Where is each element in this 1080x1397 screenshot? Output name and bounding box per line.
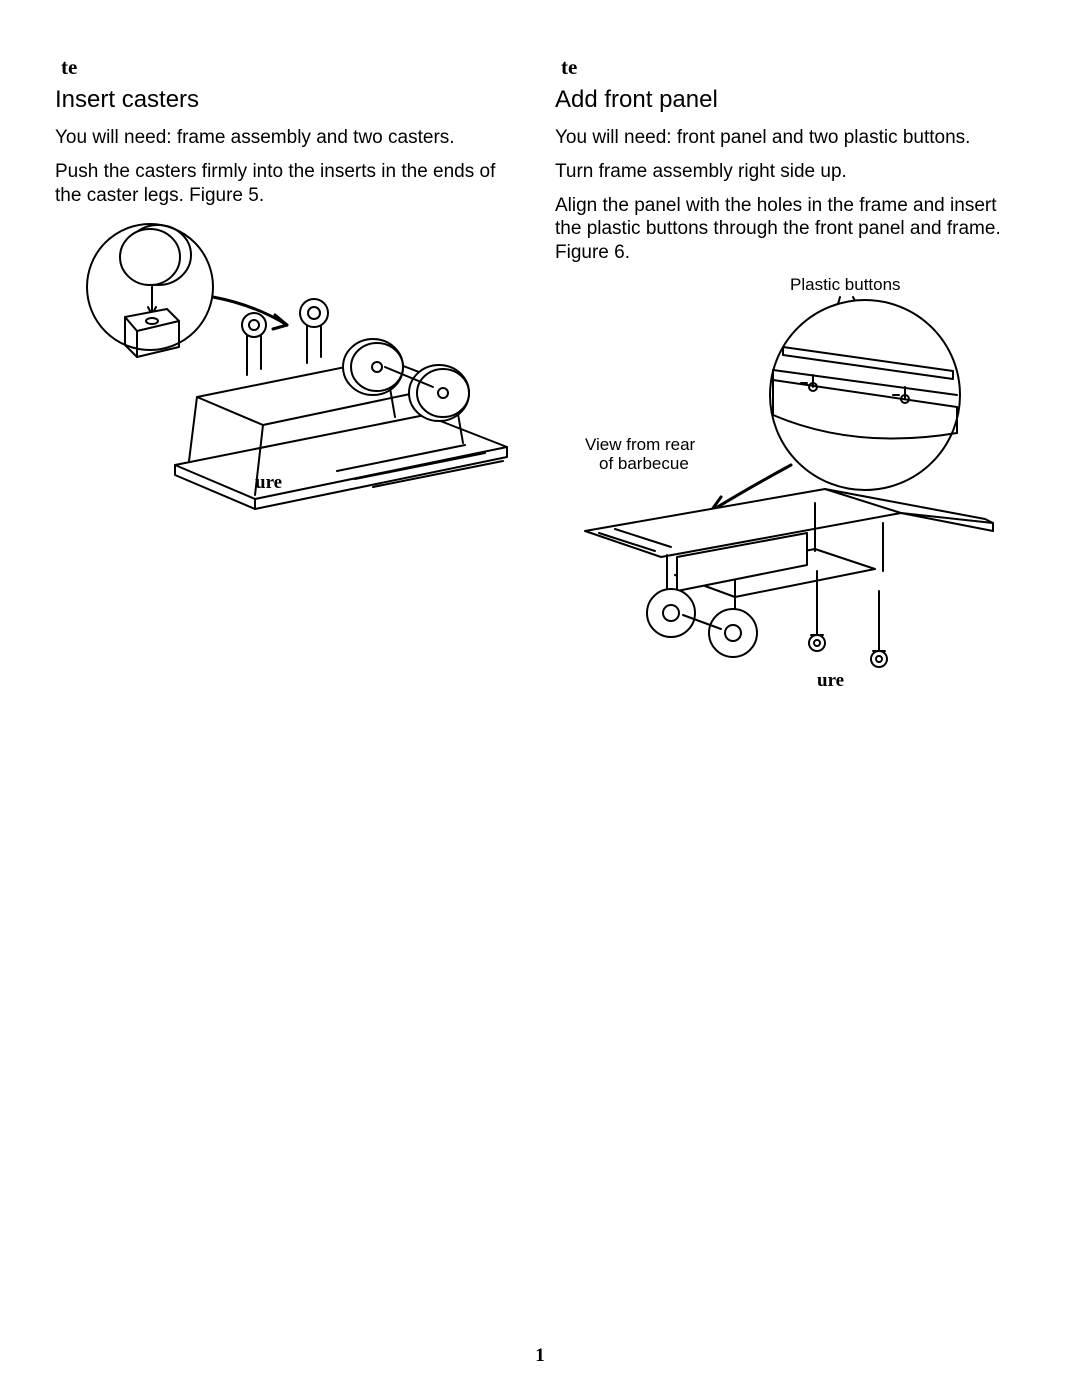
figure-5-caption: ure: [255, 472, 282, 494]
right-para-3: Align the panel with the holes in the fr…: [555, 194, 1025, 265]
callout-view-rear: View from rear of barbecue: [585, 435, 695, 474]
callout-view-rear-l1: View from rear: [585, 435, 695, 454]
right-para-1: You will need: front panel and two plast…: [555, 126, 1025, 150]
page-number: 1: [0, 1345, 1080, 1367]
step-title-right: Add front panel: [555, 86, 1025, 114]
right-column: te Add front panel You will need: front …: [555, 55, 1025, 705]
callout-plastic-buttons: Plastic buttons: [790, 275, 901, 295]
callout-view-rear-l2: of barbecue: [599, 454, 689, 473]
right-para-2: Turn frame assembly right side up.: [555, 160, 1025, 184]
left-column: te Insert casters You will need: frame a…: [55, 55, 525, 705]
figure-6-caption: ure: [817, 670, 844, 692]
step-title-left: Insert casters: [55, 86, 525, 114]
figure-6-svg: [555, 275, 1035, 695]
figure-5: ure: [55, 217, 525, 537]
left-para-1: You will need: frame assembly and two ca…: [55, 126, 525, 150]
step-label-left: te: [61, 55, 525, 80]
figure-6: Plastic buttons View from rear of barbec…: [555, 275, 1025, 705]
columns: te Insert casters You will need: frame a…: [55, 55, 1025, 705]
left-para-2: Push the casters firmly into the inserts…: [55, 160, 525, 208]
figure-5-svg: [55, 217, 525, 537]
page: te Insert casters You will need: frame a…: [0, 0, 1080, 1397]
step-label-right: te: [561, 55, 1025, 80]
